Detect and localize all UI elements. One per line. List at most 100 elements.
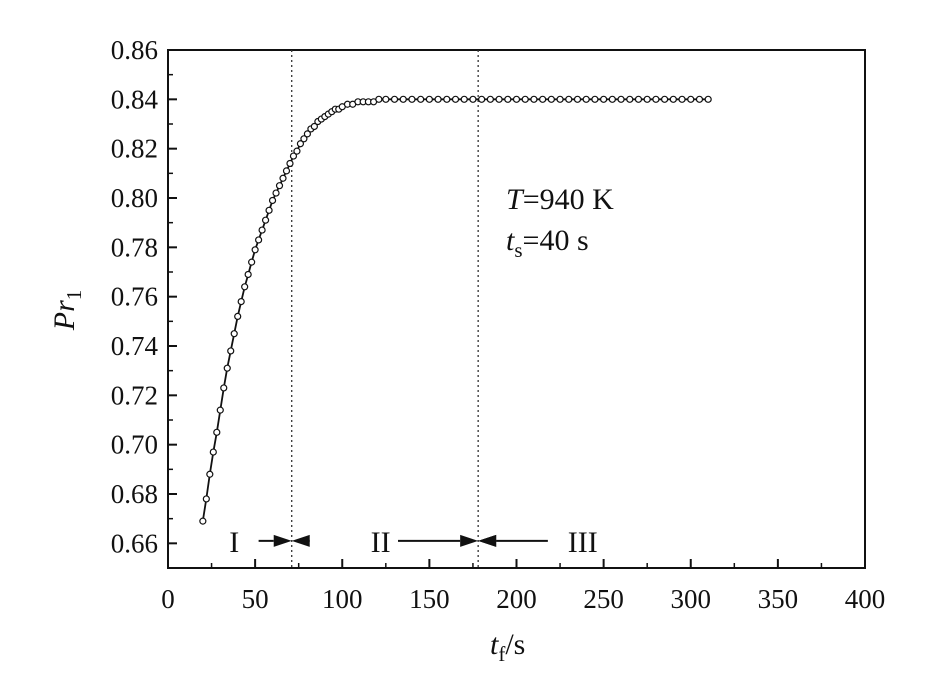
data-point bbox=[206, 470, 214, 478]
data-point bbox=[230, 330, 238, 338]
temperature-value: =940 K bbox=[523, 183, 614, 216]
data-point bbox=[279, 174, 287, 182]
x-tick-label: 150 bbox=[409, 584, 450, 614]
data-point bbox=[539, 95, 547, 103]
data-point bbox=[530, 95, 538, 103]
data-point bbox=[310, 122, 318, 131]
region-arrow-head bbox=[478, 534, 497, 547]
data-point bbox=[202, 495, 210, 503]
region-dividers bbox=[291, 50, 479, 568]
y-tick-label: 0.66 bbox=[111, 528, 158, 558]
y-tick-label: 0.72 bbox=[111, 380, 158, 410]
data-point bbox=[268, 196, 277, 205]
data-point bbox=[460, 95, 468, 103]
data-point bbox=[695, 95, 704, 103]
soak-time-sub: s bbox=[514, 238, 522, 262]
y-tick-label: 0.80 bbox=[111, 183, 158, 213]
data-point bbox=[272, 189, 280, 197]
data-point bbox=[573, 95, 582, 103]
data-point bbox=[486, 95, 494, 103]
series bbox=[199, 95, 712, 525]
data-point bbox=[687, 95, 695, 103]
data-point bbox=[286, 159, 294, 168]
data-point bbox=[547, 95, 555, 103]
data-point bbox=[643, 95, 651, 103]
data-point bbox=[251, 246, 259, 254]
data-point bbox=[248, 258, 256, 266]
data-point bbox=[234, 312, 242, 320]
x-tick-label: 100 bbox=[322, 584, 363, 614]
x-tick-label: 400 bbox=[845, 584, 886, 614]
region-arrow-head bbox=[291, 534, 310, 547]
data-point bbox=[512, 95, 521, 103]
y-tick-label: 0.86 bbox=[111, 35, 158, 65]
data-point bbox=[282, 167, 291, 175]
data-point bbox=[478, 95, 486, 103]
data-point bbox=[289, 152, 298, 160]
x-tick-label: 300 bbox=[671, 584, 712, 614]
data-point bbox=[617, 95, 625, 103]
data-point bbox=[375, 95, 383, 103]
region-arrow-head bbox=[460, 534, 479, 547]
data-point bbox=[425, 95, 433, 103]
soak-time-symbol: t bbox=[506, 224, 515, 257]
data-point bbox=[451, 95, 460, 103]
x-axis-label-main: t bbox=[490, 628, 499, 661]
region-arrows bbox=[258, 534, 548, 547]
series-line bbox=[201, 98, 709, 522]
plot-frame bbox=[167, 49, 866, 569]
data-point bbox=[582, 95, 590, 103]
x-axis-label-unit: /s bbox=[505, 628, 525, 661]
x-axis-label: tf/s bbox=[490, 628, 525, 666]
data-point bbox=[652, 95, 660, 103]
y-tick-label: 0.70 bbox=[111, 430, 158, 460]
temperature-symbol: T bbox=[506, 183, 525, 216]
data-point bbox=[434, 95, 442, 103]
x-tick-label: 250 bbox=[583, 584, 624, 614]
data-point bbox=[237, 298, 245, 306]
region-label: I bbox=[229, 526, 239, 559]
data-point bbox=[591, 95, 599, 103]
x-axis-label-sub: f bbox=[498, 642, 505, 666]
data-point bbox=[296, 140, 305, 148]
region-label: II bbox=[371, 526, 391, 559]
y-tick-label: 0.82 bbox=[111, 134, 158, 164]
data-point bbox=[258, 226, 266, 234]
data-point bbox=[565, 95, 573, 103]
data-point bbox=[390, 95, 399, 103]
y-axis-label-sub: 1 bbox=[62, 290, 86, 301]
data-point bbox=[275, 182, 284, 190]
data-point bbox=[521, 95, 529, 103]
data-point bbox=[213, 428, 221, 436]
y-axis-label-main: Pr bbox=[48, 300, 81, 331]
region-labels: I II III bbox=[229, 526, 597, 559]
data-point bbox=[293, 147, 301, 155]
y-tick-label: 0.74 bbox=[111, 331, 159, 361]
data-point bbox=[661, 95, 669, 103]
data-point bbox=[255, 236, 263, 244]
y-tick-label: 0.76 bbox=[111, 282, 158, 312]
data-point bbox=[504, 95, 512, 103]
data-point bbox=[678, 95, 686, 103]
x-tick-label: 0 bbox=[161, 584, 175, 614]
y-tick-label: 0.84 bbox=[111, 84, 159, 114]
data-point bbox=[244, 270, 252, 279]
data-point bbox=[600, 95, 608, 103]
data-point bbox=[199, 517, 207, 525]
region-label: III bbox=[568, 526, 598, 559]
data-point bbox=[209, 448, 217, 456]
data-point bbox=[223, 364, 231, 372]
data-point bbox=[220, 384, 228, 392]
data-point bbox=[241, 283, 249, 291]
data-point bbox=[608, 95, 616, 103]
data-point bbox=[382, 95, 390, 103]
x-tick-label: 350 bbox=[758, 584, 799, 614]
y-tick-label: 0.78 bbox=[111, 232, 158, 262]
soak-time-value: =40 s bbox=[523, 224, 589, 257]
ticks: 0 50 100 150 200 250 300 350 400 0.66 0.68 0.70 0.72… bbox=[111, 35, 886, 614]
x-tick-label: 200 bbox=[496, 584, 537, 614]
data-point bbox=[556, 95, 564, 103]
data-point bbox=[443, 95, 451, 103]
data-point bbox=[469, 95, 477, 103]
